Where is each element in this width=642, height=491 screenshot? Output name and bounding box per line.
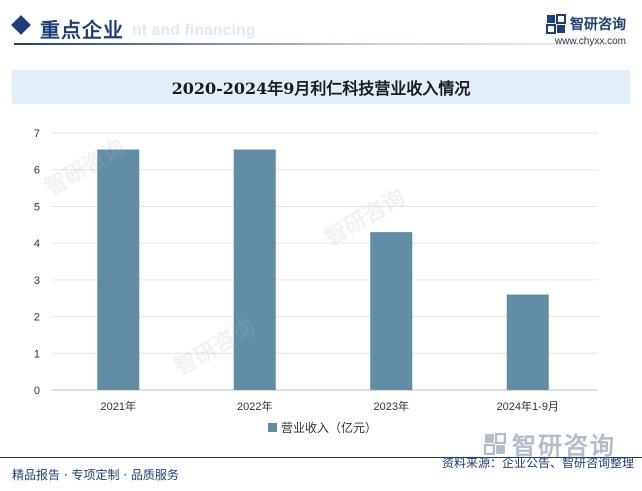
legend-label: 营业收入（亿元） (281, 420, 377, 435)
x-tick-label: 2024年1-9月 (497, 399, 559, 413)
brand-url: www.chyxx.com (554, 36, 626, 47)
y-tick-label: 3 (34, 275, 40, 287)
legend-swatch (268, 423, 277, 432)
footer-divider (0, 457, 642, 458)
brand-logo-icon (546, 14, 566, 34)
x-tick-label: 2023年 (374, 399, 409, 413)
y-tick-label: 5 (34, 201, 40, 213)
y-tick-label: 6 (34, 165, 40, 177)
y-tick-label: 4 (34, 238, 40, 250)
brand-bottom-name: 智研咨询 (512, 432, 616, 460)
footer-source: 资料来源：企业公告、智研咨询整理 (441, 456, 634, 470)
header-divider (14, 43, 626, 45)
y-tick-label: 2 (34, 312, 40, 324)
y-tick-label: 1 (34, 348, 40, 360)
x-tick-label: 2021年 (101, 399, 136, 413)
brand-name: 智研咨询 (570, 17, 626, 33)
y-tick-label: 7 (34, 128, 40, 140)
bar (370, 232, 413, 390)
footer-tagline: 精品报告 · 专项定制 · 品质服务 (12, 468, 179, 482)
brand-logo-icon (484, 432, 506, 455)
ghost-subtitle: nt and financing (132, 22, 256, 39)
header: 重点企业 nt and financing 智研咨询 www.chyxx.com (0, 0, 642, 60)
x-tick-label: 2022年 (237, 399, 272, 413)
chart-title-bar: 2020-2024年9月利仁科技营业收入情况 (12, 70, 630, 104)
bar (97, 149, 140, 390)
section-title: 重点企业 (40, 18, 124, 42)
y-tick-label: 0 (34, 385, 40, 397)
bar (233, 149, 276, 390)
bar (506, 294, 549, 390)
brand-block: 智研咨询 www.chyxx.com (546, 14, 626, 47)
brand-watermark-bottom: 智研咨询 (484, 426, 616, 461)
chart-title: 2020-2024年9月利仁科技营业收入情况 (171, 79, 471, 98)
